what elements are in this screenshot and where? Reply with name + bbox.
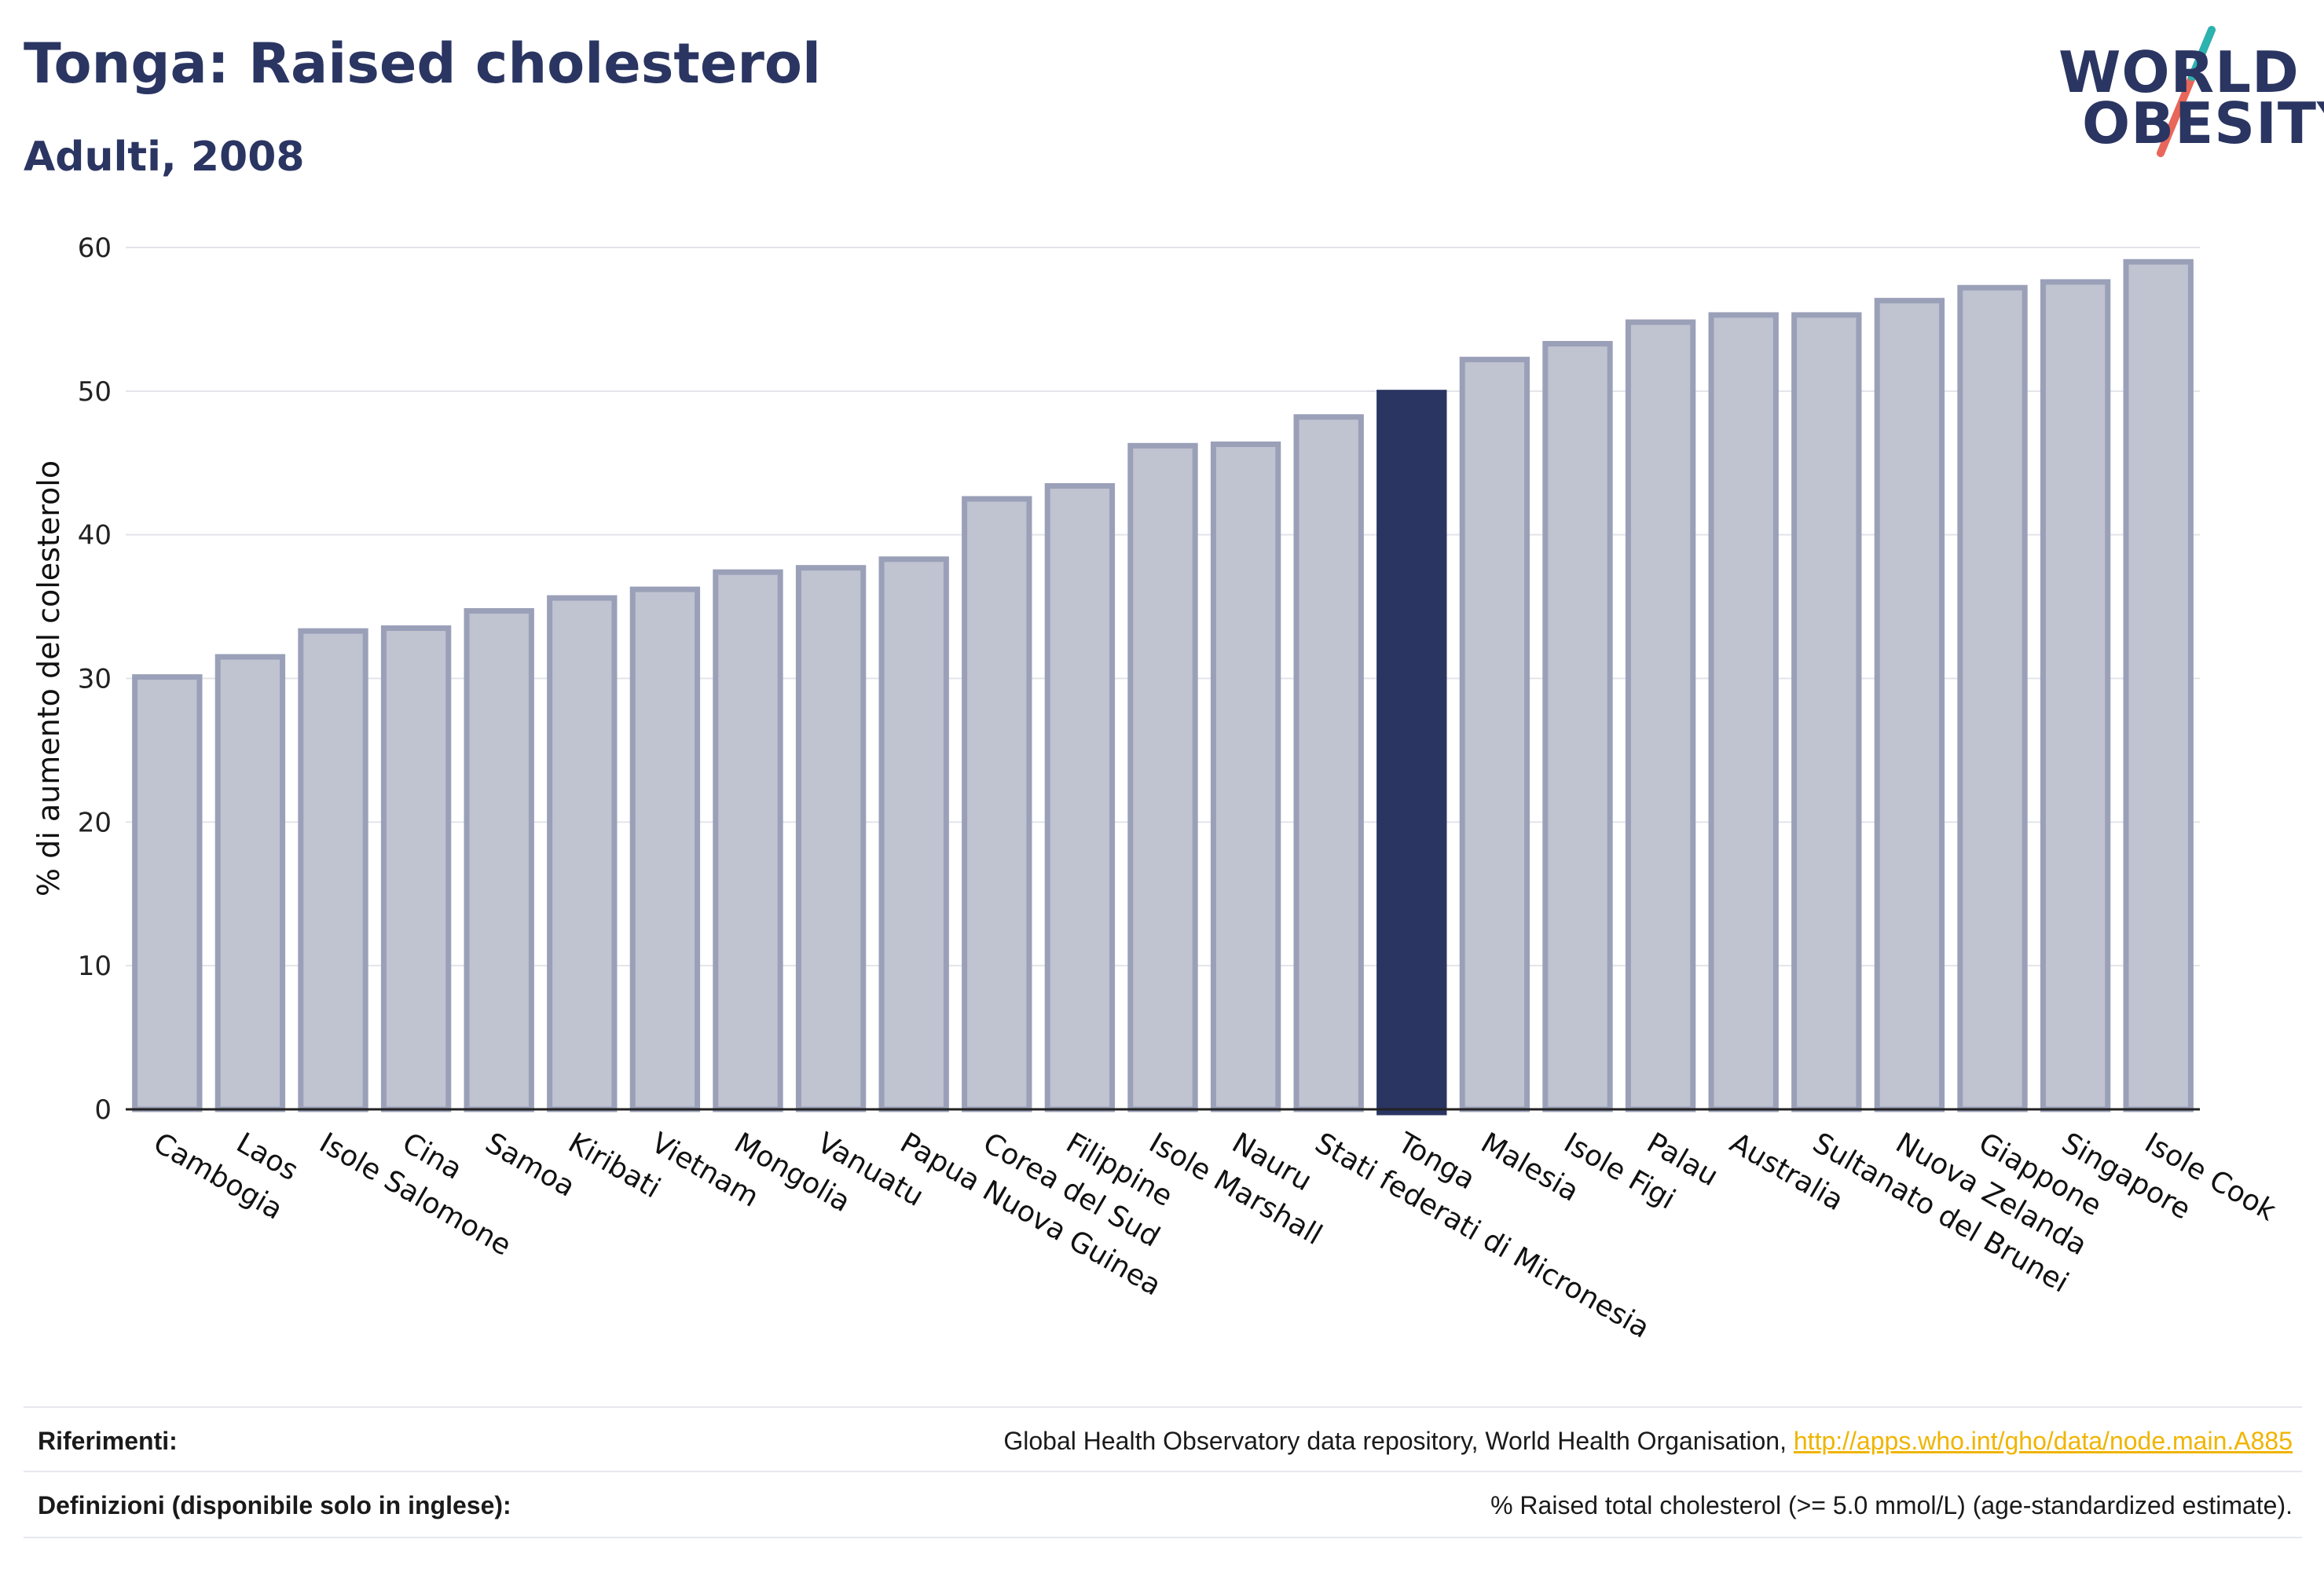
- x-tick-label: Samoa: [480, 1127, 581, 1204]
- bar-nuova-zelanda[interactable]: [1874, 298, 1945, 1112]
- definitions-label: Definizioni (disponibile solo in inglese…: [38, 1491, 511, 1519]
- y-tick-label: 50: [78, 376, 112, 408]
- bar-giappone[interactable]: [1957, 284, 2028, 1112]
- bar-kiribati[interactable]: [547, 595, 618, 1112]
- y-tick-label: 20: [78, 807, 112, 838]
- bar-isole-marshall[interactable]: [1127, 442, 1198, 1112]
- bar-mongolia[interactable]: [713, 569, 783, 1112]
- bar-filippine[interactable]: [1044, 483, 1116, 1112]
- definitions-value: % Raised total cholesterol (>= 5.0 mmol/…: [1490, 1491, 2293, 1519]
- bar-cina[interactable]: [380, 625, 452, 1112]
- y-axis-tick-labels: 0 10 20 30 40 50 60: [78, 233, 112, 1126]
- bar-samoa[interactable]: [464, 608, 534, 1112]
- bar-australia[interactable]: [1708, 312, 1779, 1112]
- y-tick-label: 10: [78, 951, 112, 982]
- bar-papua-nuova-guinea[interactable]: [878, 556, 949, 1112]
- bar-singapore[interactable]: [2040, 279, 2111, 1112]
- y-tick-label: 0: [94, 1094, 112, 1126]
- references-value: Global Health Observatory data repositor…: [1003, 1427, 2293, 1456]
- references-label: Riferimenti:: [38, 1427, 178, 1455]
- bar-malesia[interactable]: [1459, 357, 1530, 1112]
- bar-tonga[interactable]: [1376, 390, 1447, 1116]
- logo-slash-icon: [2157, 26, 2216, 157]
- bar-cambogia[interactable]: [132, 674, 203, 1112]
- y-axis-label: % di aumento del colesterolo: [31, 460, 66, 896]
- bar-stati-federati-di-micronesia[interactable]: [1293, 414, 1364, 1112]
- bar-vietnam[interactable]: [629, 586, 701, 1112]
- bar-corea-del-sud[interactable]: [962, 496, 1032, 1112]
- bar-vanuatu[interactable]: [795, 565, 867, 1112]
- logo-word-obesity: OBESITY: [2082, 90, 2324, 156]
- references-link[interactable]: http://apps.who.int/gho/data/node.main.A…: [1793, 1427, 2293, 1455]
- definitions-row: Definizioni (disponibile solo in inglese…: [24, 1471, 2302, 1538]
- bar-palau[interactable]: [1625, 319, 1696, 1112]
- bar-isole-cook[interactable]: [2123, 258, 2194, 1112]
- y-tick-label: 60: [78, 233, 112, 264]
- logo-word-world: WORLD: [2058, 39, 2300, 105]
- bar-laos[interactable]: [214, 654, 286, 1112]
- y-tick-label: 40: [78, 520, 112, 552]
- world-obesity-logo[interactable]: WORLD OBESITY: [2043, 24, 2324, 165]
- bars: [132, 258, 2194, 1116]
- bar-isole-salomone[interactable]: [298, 628, 368, 1112]
- bar-nauru[interactable]: [1210, 441, 1281, 1112]
- y-tick-label: 30: [78, 664, 112, 695]
- page-subtitle: Adulti, 2008: [24, 134, 305, 181]
- page-title: Tonga: Raised cholesterol: [24, 31, 821, 96]
- references-row: Riferimenti: Global Health Observatory d…: [24, 1406, 2302, 1472]
- x-tick-label: Kiribati: [563, 1127, 665, 1204]
- bar-isole-figi[interactable]: [1542, 340, 1613, 1112]
- references-text: Global Health Observatory data repositor…: [1003, 1427, 1794, 1455]
- bar-sultanato-del-brunei[interactable]: [1791, 312, 1862, 1112]
